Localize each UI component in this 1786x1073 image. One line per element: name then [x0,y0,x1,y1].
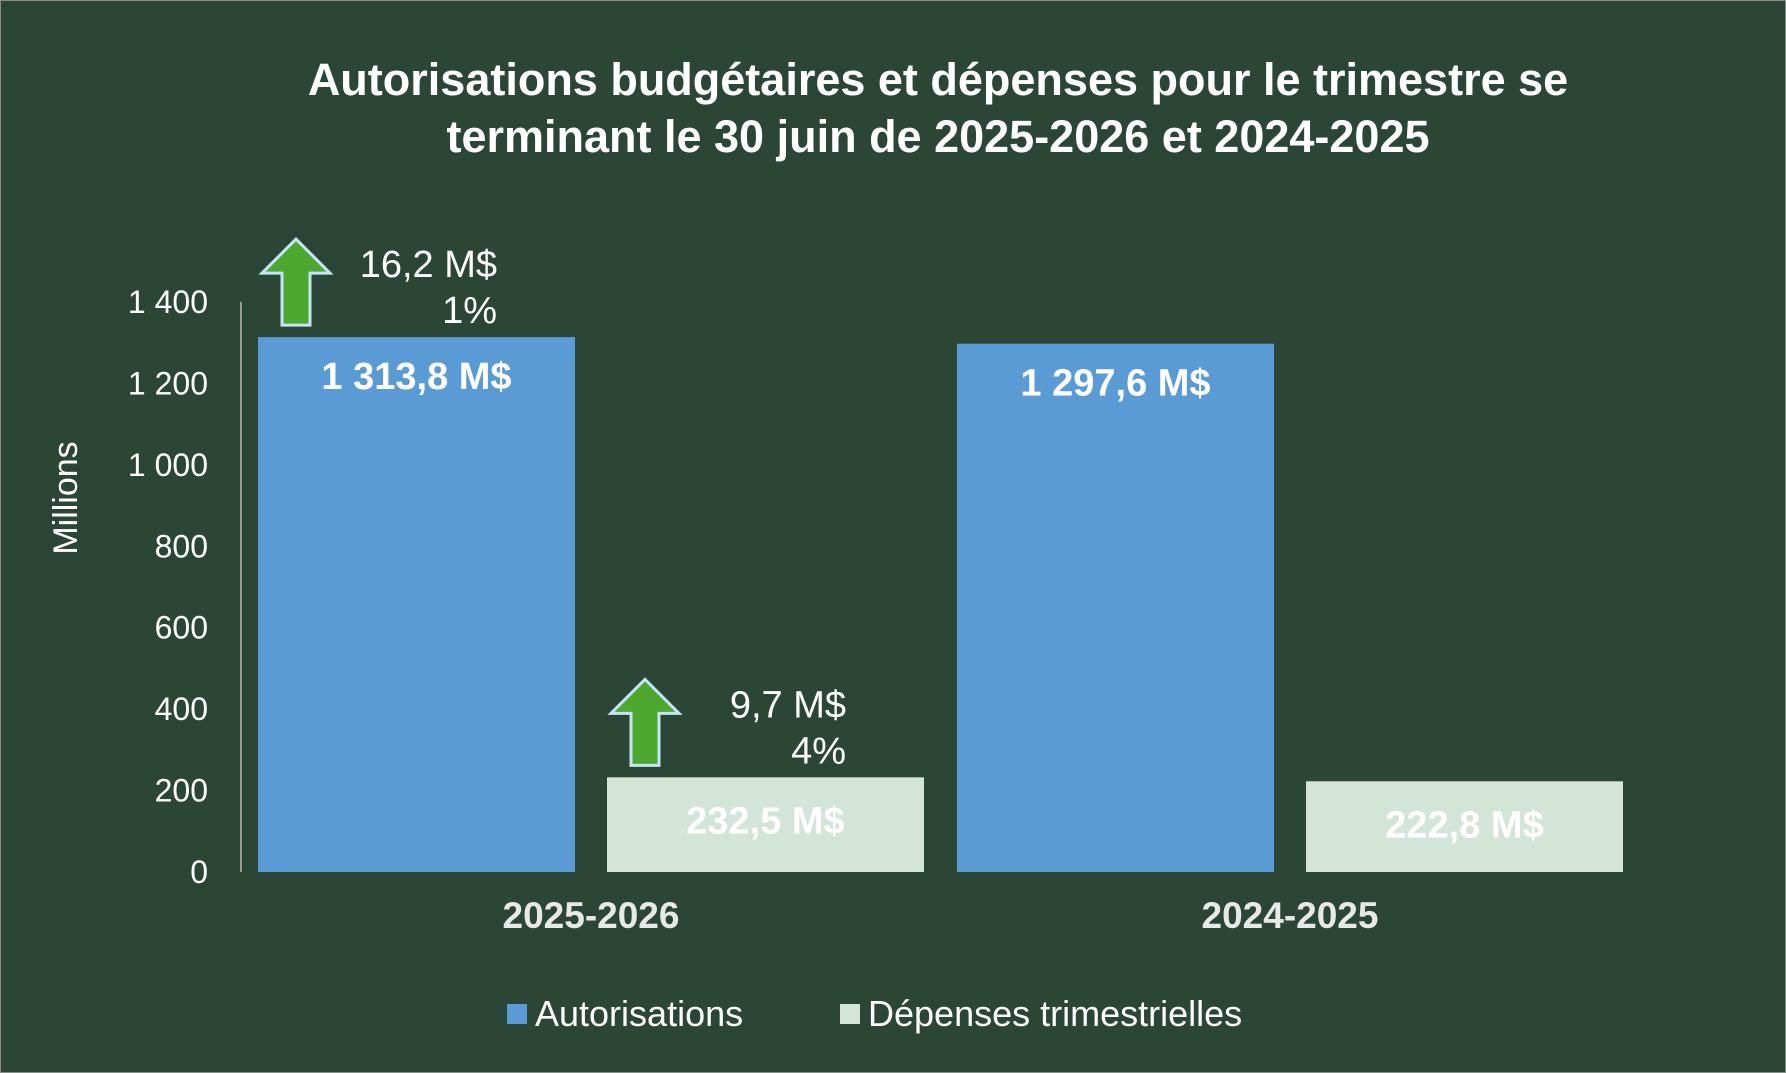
y-tick-label: 0 [190,854,208,890]
y-tick-label: 1 400 [128,284,208,320]
data-label: 222,8 M$ [1385,804,1543,846]
y-tick-label: 400 [155,691,208,727]
legend-label: Dépenses trimestrielles [868,993,1242,1034]
category-label: 2024-2025 [1202,895,1379,936]
bar-depenses-2024-2025 [1306,781,1623,872]
bar-autorisations-2024-2025 [957,343,1274,873]
chart-title-line-1: Autorisations budgétaires et dépenses po… [308,54,1568,105]
annotation-0: 16,2 M$1% [258,236,497,332]
change-amount: 16,2 M$ [360,244,497,286]
legend-swatch [507,1004,527,1024]
data-label: 232,5 M$ [686,800,844,842]
change-amount: 9,7 M$ [730,684,846,726]
y-tick-label: 600 [155,610,208,646]
bar-depenses-2025-2026 [607,777,924,872]
up-arrow-icon [258,236,334,327]
y-tick-label: 1 000 [128,447,208,483]
y-axis-label: Millions [47,441,85,554]
y-tick-label: 200 [155,773,208,809]
annotation-1: 9,7 M$4% [607,677,846,772]
chart-title-line-2: terminant le 30 juin de 2025-2026 et 202… [446,111,1429,162]
data-label: 1 297,6 M$ [1020,363,1210,405]
legend-swatch [840,1004,860,1024]
up-arrow-icon [607,677,683,767]
category-label: 2025-2026 [503,895,680,936]
change-percent: 4% [791,730,846,772]
legend-label: Autorisations [535,993,743,1034]
y-tick-label: 800 [155,528,208,564]
bar-autorisations-2025-2026 [258,337,575,872]
y-tick-label: 1 200 [128,365,208,401]
data-label: 1 313,8 M$ [321,356,511,398]
change-percent: 1% [442,290,497,332]
